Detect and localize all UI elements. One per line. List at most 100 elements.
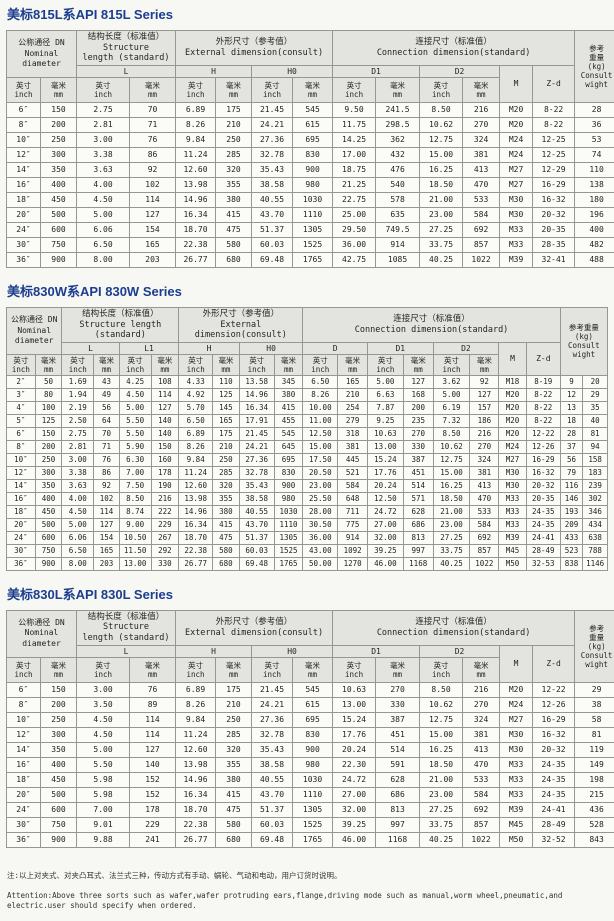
table-cell: 53 (575, 132, 614, 147)
table-cell: 14.96 (176, 192, 216, 207)
table-cell: 154 (130, 222, 176, 237)
table-cell: 165 (213, 414, 240, 427)
table-cell: 8-19 (526, 375, 560, 388)
table-cell: 51.37 (239, 531, 274, 544)
header-H0: H0 (239, 342, 303, 354)
table-cell: 320 (216, 162, 252, 177)
catalog-page: { "colors": { "title_blue": "#1c3e8e", "… (0, 0, 614, 817)
header-D2: D2 (420, 65, 500, 77)
table-cell: 24″ (7, 222, 41, 237)
table-cell: 43 (94, 375, 120, 388)
table-cell: 600 (35, 531, 62, 544)
table-cell: 76 (130, 132, 176, 147)
table-cell: 17.00 (333, 147, 376, 162)
table-cell: 838 (560, 557, 583, 570)
table-cell: 38.58 (239, 492, 274, 505)
table-cell: 470 (463, 757, 500, 772)
table-cell: 35.43 (239, 479, 274, 492)
table-cell: 320 (216, 742, 252, 757)
table-cell: 14″ (7, 162, 41, 177)
table-cell: 11.00 (303, 414, 338, 427)
table-cell: 36″ (7, 832, 41, 847)
table-cell: 415 (274, 401, 303, 414)
table-cell: 8.00 (77, 252, 130, 267)
table-cell: 8.26 (303, 388, 338, 401)
table-cell: 7.50 (119, 479, 151, 492)
table-cell: 680 (216, 832, 252, 847)
table-cell: 914 (338, 531, 368, 544)
table-cell: 695 (293, 132, 333, 147)
table-815l: 公称通径 DN Nominal diameter 结构长度（标准值） Struc… (6, 30, 614, 268)
table-cell: 16-32 (526, 466, 560, 479)
table-cell: 270 (403, 427, 433, 440)
table-cell: 615 (293, 697, 333, 712)
table-cell: 150 (41, 682, 77, 697)
table-cell: 25.00 (333, 207, 376, 222)
table-cell: 3.38 (77, 147, 130, 162)
table-cell: 16.34 (176, 787, 216, 802)
table-cell: 1168 (376, 832, 420, 847)
table-cell: 40.25 (433, 557, 470, 570)
table-cell: 14.96 (176, 772, 216, 787)
table-cell: 250 (216, 712, 252, 727)
table-cell: 580 (213, 544, 240, 557)
table-cell: 16.34 (176, 207, 216, 222)
table-cell: 21.00 (433, 505, 470, 518)
table-cell: 22.38 (176, 817, 216, 832)
table-cell: 387 (376, 712, 420, 727)
header-external-dimension: 外形尺寸（参考值） External dimension(consult) (176, 610, 333, 645)
table-cell: 2.81 (77, 117, 130, 132)
table-cell: 74 (575, 147, 614, 162)
table-cell: 145 (213, 401, 240, 414)
table-cell: 6.89 (176, 682, 216, 697)
table-cell: 692 (470, 531, 499, 544)
table-815l-header: 公称通径 DN Nominal diameter 结构长度（标准值） Struc… (7, 31, 614, 103)
table-cell: 8.74 (119, 505, 151, 518)
table-cell: 500 (35, 518, 62, 531)
table-cell: 11.24 (179, 466, 213, 479)
table-cell: 241 (130, 832, 176, 847)
table-cell: 324 (470, 453, 499, 466)
header-connection-dimension: 连接尺寸（标准值） Connection dimension(standard) (333, 31, 575, 66)
table-cell: 86 (94, 466, 120, 479)
table-cell: 200 (403, 401, 433, 414)
header-L: L (77, 645, 176, 657)
table-cell: M24 (499, 440, 527, 453)
table-cell: 64 (94, 414, 120, 427)
series-830w-section: 美标830W系API 830W Series 公称通径 DN Nominal d… (6, 281, 609, 571)
table-cell: 203 (130, 252, 176, 267)
table-cell: 160 (151, 453, 179, 466)
table-cell: M30 (499, 466, 527, 479)
table-cell: 16.25 (433, 479, 470, 492)
table-cell: 5.00 (367, 375, 403, 388)
unit-inch: 英寸 inch (333, 77, 376, 102)
table-cell: 9.84 (179, 453, 213, 466)
unit-mm: 毫米 mm (130, 657, 176, 682)
table-830l-header: 公称通径 DN Nominal diameter 结构长度（标准值） Struc… (7, 610, 614, 682)
table-cell: 24-35 (533, 787, 575, 802)
table-cell: 150 (41, 102, 77, 117)
table-cell: M20 (500, 102, 533, 117)
table-cell: 413 (470, 479, 499, 492)
table-cell: 400 (575, 222, 614, 237)
table-cell: 830 (293, 147, 333, 162)
table-cell: M20 (500, 682, 533, 697)
unit-mm: 毫米 mm (151, 354, 179, 375)
table-cell: 413 (463, 162, 500, 177)
table-cell: 380 (216, 772, 252, 787)
table-cell: 110 (575, 162, 614, 177)
table-cell: 114 (94, 505, 120, 518)
table-cell: 13.98 (176, 177, 216, 192)
table-cell: 5.00 (433, 388, 470, 401)
table-cell: 843 (575, 832, 614, 847)
table-cell: 3.00 (77, 132, 130, 147)
table-cell: 24″ (7, 802, 41, 817)
table-cell: 267 (151, 531, 179, 544)
table-cell: M20 (500, 117, 533, 132)
table-cell: 71 (130, 117, 176, 132)
table-cell: 540 (376, 177, 420, 192)
table-cell: 10.62 (433, 440, 470, 453)
